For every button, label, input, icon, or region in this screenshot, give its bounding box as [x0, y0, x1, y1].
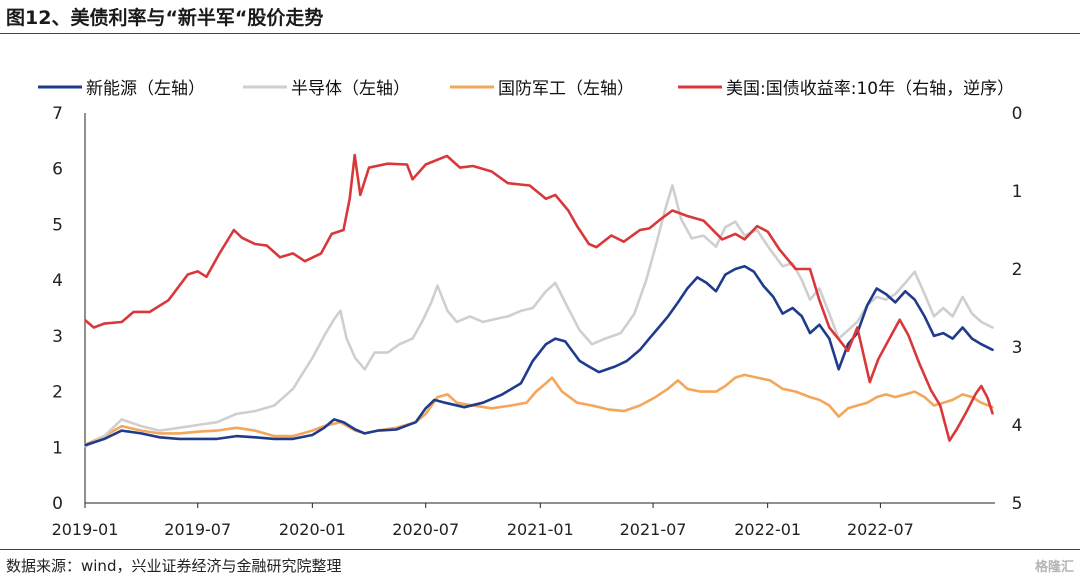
axes: 0 1 2 3 4 5 6 7 0 1 2 3 4 5: [52, 104, 1022, 514]
right-tick-label: 4: [1012, 416, 1023, 436]
legend: 新能源（左轴） 半导体（左轴） 国防军工（左轴） 美国:国债收益率:10年（右轴，逆序…: [38, 79, 1014, 99]
right-tick-label: 0: [1012, 104, 1023, 124]
series-line-3: [84, 153, 994, 442]
legend-label: 国防军工（左轴）: [498, 79, 634, 99]
chart: 新能源（左轴） 半导体（左轴） 国防军工（左轴） 美国:国债收益率:10年（右轴，逆序…: [38, 79, 1022, 539]
x-tick-label: 2022-01: [734, 520, 801, 539]
figure-title: 图12、美债利率与“新半军“股价走势: [6, 7, 324, 29]
title-divider: [0, 33, 1080, 34]
x-tick-label: 2019-07: [164, 520, 231, 539]
right-tick-label: 3: [1012, 338, 1023, 358]
left-tick-label: 5: [52, 215, 63, 235]
left-tick-label: 2: [52, 383, 63, 403]
x-axis-ticks: 2019-01 2019-07 2020-01 2020-07 2021-01 2021-…: [52, 503, 914, 539]
right-tick-label: 2: [1012, 260, 1023, 280]
x-tick-label: 2022-07: [847, 520, 914, 539]
legend-label: 半导体（左轴）: [291, 79, 410, 99]
series-line-2: [84, 373, 994, 446]
legend-label: 新能源（左轴）: [86, 79, 205, 99]
left-tick-label: 3: [52, 327, 63, 347]
x-tick-label: 2019-01: [52, 520, 119, 539]
x-tick-label: 2020-01: [279, 520, 346, 539]
x-tick-label: 2020-07: [392, 520, 459, 539]
left-tick-label: 0: [52, 494, 63, 514]
x-tick-label: 2021-07: [620, 520, 687, 539]
series-layer: [84, 153, 994, 448]
right-tick-label: 1: [1012, 182, 1023, 202]
left-tick-label: 4: [52, 271, 63, 291]
footer-divider: [0, 549, 1080, 550]
right-tick-label: 5: [1012, 494, 1023, 514]
series-line-0: [84, 264, 994, 447]
left-tick-label: 7: [52, 104, 63, 124]
watermark: 格隆汇: [1034, 560, 1074, 575]
left-tick-label: 1: [52, 438, 63, 458]
left-tick-label: 6: [52, 160, 63, 180]
legend-label: 美国:国债收益率:10年（右轴，逆序）: [726, 79, 1014, 99]
source-note: 数据来源：wind，兴业证券经济与金融研究院整理: [6, 557, 342, 575]
x-tick-label: 2021-01: [507, 520, 574, 539]
